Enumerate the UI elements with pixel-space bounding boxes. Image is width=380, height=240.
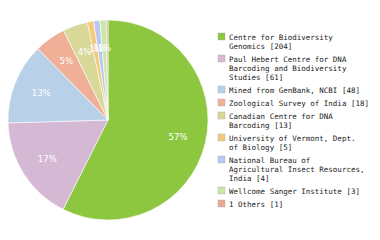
- legend-swatch: [218, 112, 225, 119]
- legend-label: University of Vermont, Dept.of Biology […: [229, 134, 355, 152]
- legend-entry: Paul Hebert Centre for DNABarcoding and …: [218, 55, 347, 82]
- legend-label-line: Genomics [204]: [229, 42, 292, 51]
- legend-label: Paul Hebert Centre for DNABarcoding and …: [229, 55, 347, 82]
- legend-swatch: [218, 99, 225, 106]
- slice: [100, 20, 108, 120]
- legend-label-line: Paul Hebert Centre for DNA: [229, 55, 347, 64]
- legend-entry: University of Vermont, Dept.of Biology […: [218, 134, 355, 152]
- legend-label-line: National Bureau of: [229, 156, 310, 165]
- legend-label-line: Agricultural Insect Resources,: [229, 165, 364, 174]
- legend-entry: Centre for BiodiversityGenomics [204]: [218, 33, 333, 51]
- legend-label-line: University of Vermont, Dept.: [229, 134, 355, 143]
- legend-entry: Mined from GenBank, NCBI [48]: [218, 86, 360, 95]
- legend-label-line: Wellcome Sanger Institute [3]: [229, 187, 360, 196]
- legend-label: National Bureau ofAgricultural Insect Re…: [229, 156, 364, 183]
- legend-swatch: [218, 187, 225, 194]
- legend-entry: 1 Others [1]: [218, 200, 283, 209]
- legend-entry: Zoological Survey of India [18]: [218, 99, 369, 108]
- legend-entry: National Bureau ofAgricultural Insect Re…: [218, 156, 364, 183]
- legend-label-line: Zoological Survey of India [18]: [229, 99, 369, 108]
- legend-swatch: [218, 134, 225, 141]
- legend-label-line: Barcoding [13]: [229, 121, 292, 130]
- legend-swatch: [218, 33, 225, 40]
- legend-label-line: Barcoding and Biodiversity: [229, 64, 347, 73]
- data-labels: 57%17%13%5%4%1%1%1%: [32, 43, 188, 164]
- legend-label: 1 Others [1]: [229, 200, 283, 209]
- chart: 57%17%13%5%4%1%1%1%Centre for Biodiversi…: [0, 0, 380, 240]
- legend-label: Wellcome Sanger Institute [3]: [229, 187, 360, 196]
- legend-label-line: India [4]: [229, 174, 270, 183]
- legend-swatch: [218, 86, 225, 93]
- data-label: 17%: [38, 154, 57, 164]
- data-label: 1%: [98, 43, 112, 53]
- legend-label: Canadian Centre for DNABarcoding [13]: [229, 112, 333, 130]
- legend-swatch: [218, 156, 225, 163]
- data-label: 5%: [59, 56, 73, 66]
- slice: [106, 20, 108, 120]
- legend-swatch: [218, 55, 225, 62]
- legend-entry: Canadian Centre for DNABarcoding [13]: [218, 112, 333, 130]
- legend: Centre for BiodiversityGenomics [204] Pau…: [218, 33, 369, 209]
- legend-label-line: Canadian Centre for DNA: [229, 112, 333, 121]
- legend-label-line: Mined from GenBank, NCBI [48]: [229, 86, 360, 95]
- data-label: 13%: [32, 88, 51, 98]
- legend-swatch: [218, 200, 225, 207]
- pie: [8, 20, 208, 220]
- slice: [8, 120, 108, 209]
- data-label: 57%: [169, 132, 188, 142]
- legend-label: Centre for BiodiversityGenomics [204]: [229, 33, 333, 51]
- legend-label: Mined from GenBank, NCBI [48]: [229, 86, 360, 95]
- legend-label: Zoological Survey of India [18]: [229, 99, 369, 108]
- legend-label-line: of Biology [5]: [229, 143, 292, 152]
- slice: [94, 20, 108, 120]
- legend-label-line: Centre for Biodiversity: [229, 33, 333, 42]
- legend-entry: Wellcome Sanger Institute [3]: [218, 187, 360, 196]
- legend-label-line: 1 Others [1]: [229, 200, 283, 209]
- legend-label-line: Studies [61]: [229, 73, 283, 82]
